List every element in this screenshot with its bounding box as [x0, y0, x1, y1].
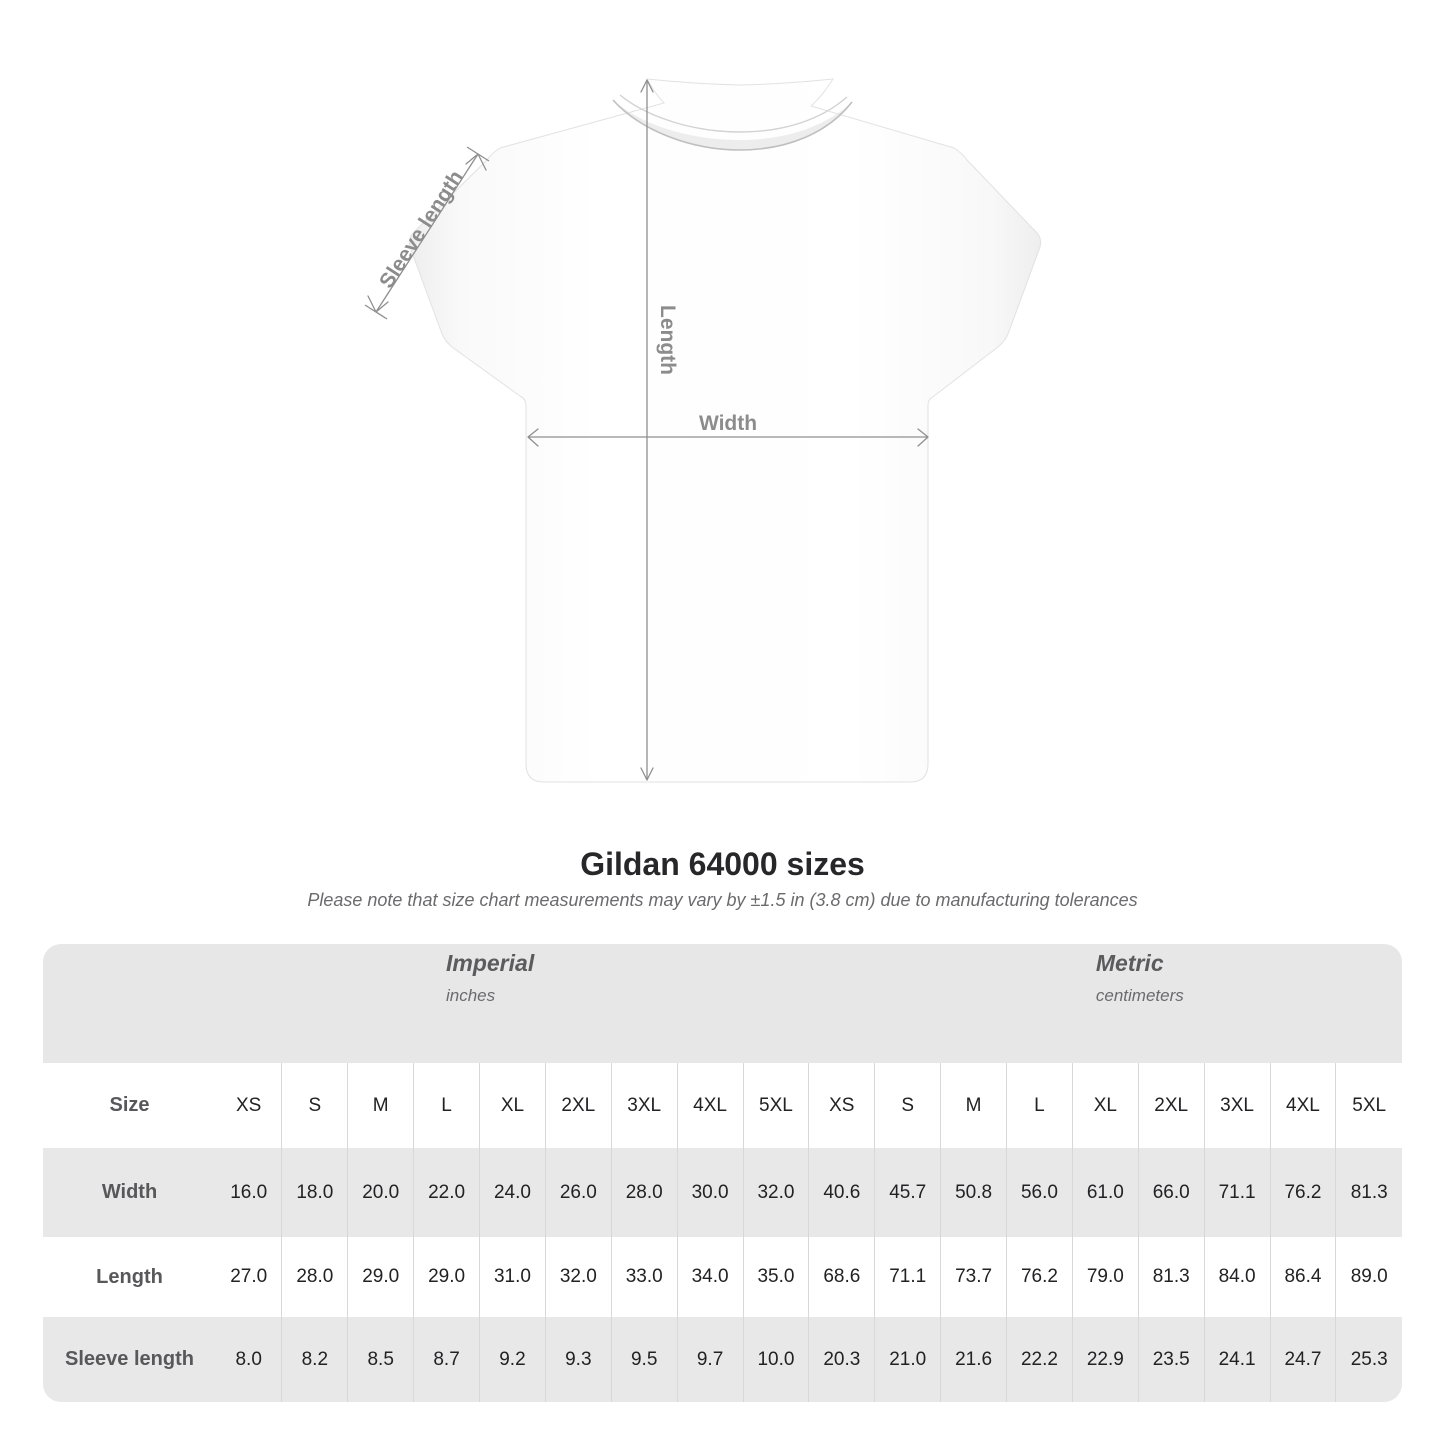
svg-text:Length: Length	[656, 305, 679, 375]
svg-text:Width: Width	[699, 412, 757, 435]
